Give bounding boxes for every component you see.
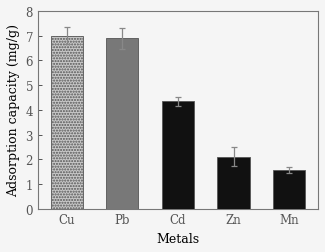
Bar — [273, 171, 305, 209]
Bar — [217, 157, 250, 209]
Bar — [106, 39, 138, 209]
X-axis label: Metals: Metals — [156, 232, 200, 245]
Bar — [51, 37, 83, 209]
Y-axis label: Adsorption capacity (mg/g): Adsorption capacity (mg/g) — [7, 24, 20, 197]
Bar — [162, 102, 194, 209]
